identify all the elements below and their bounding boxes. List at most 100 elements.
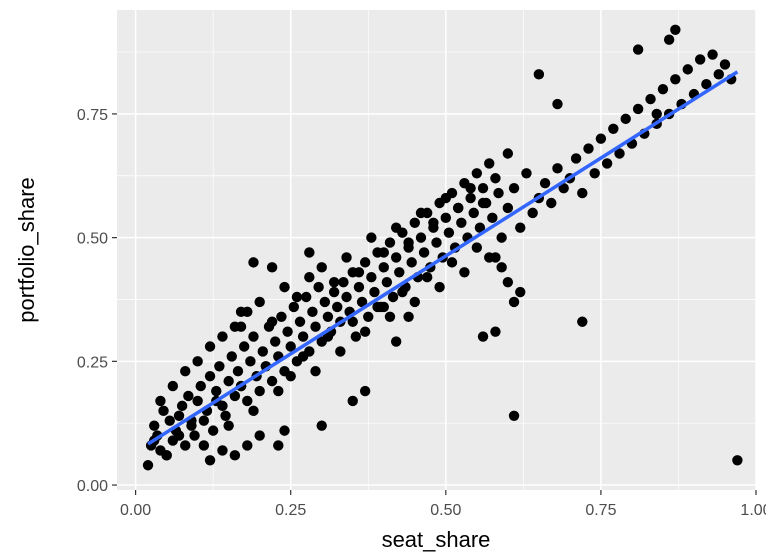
- data-point: [496, 262, 507, 273]
- data-point: [369, 286, 380, 298]
- data-point: [527, 207, 538, 219]
- data-point: [477, 182, 489, 194]
- data-point: [235, 306, 247, 318]
- data-point: [539, 177, 551, 189]
- data-point: [294, 316, 306, 327]
- data-point: [353, 281, 365, 293]
- data-point: [701, 79, 712, 90]
- data-point: [595, 133, 607, 144]
- data-point: [620, 113, 631, 125]
- data-point: [406, 257, 417, 268]
- data-point: [558, 182, 569, 194]
- data-point: [713, 69, 724, 80]
- data-point: [279, 281, 290, 293]
- data-point: [347, 316, 358, 327]
- data-point: [493, 187, 504, 199]
- data-point: [204, 455, 216, 466]
- data-point: [322, 311, 334, 323]
- data-point: [254, 430, 265, 441]
- grid-minor: [117, 10, 756, 490]
- data-point: [155, 395, 166, 407]
- data-point: [552, 163, 563, 174]
- data-point: [502, 202, 514, 214]
- data-point: [161, 450, 172, 461]
- data-point: [282, 326, 293, 337]
- data-point: [415, 232, 427, 243]
- data-point: [288, 301, 300, 313]
- data-point: [180, 366, 191, 377]
- data-point: [158, 405, 169, 417]
- data-point: [378, 247, 389, 258]
- data-point: [577, 316, 588, 327]
- data-point: [192, 395, 203, 407]
- data-point: [257, 346, 268, 357]
- data-point: [421, 272, 433, 283]
- data-point: [285, 341, 296, 352]
- data-point: [663, 34, 675, 45]
- data-point: [180, 440, 191, 451]
- data-point: [254, 385, 265, 397]
- data-point: [338, 276, 349, 288]
- data-point: [310, 321, 321, 332]
- data-point: [577, 187, 588, 199]
- axis-ticks: [112, 113, 757, 495]
- data-point: [266, 316, 278, 327]
- data-point: [167, 380, 179, 392]
- data-point: [471, 242, 483, 253]
- y-tick-labels: 0.00 0.25 0.50 0.75: [77, 107, 108, 495]
- data-point: [490, 326, 501, 337]
- data-point: [465, 182, 476, 194]
- data-point: [266, 262, 278, 273]
- data-point: [403, 311, 414, 323]
- data-point: [189, 430, 200, 441]
- data-point: [732, 455, 743, 466]
- data-point: [446, 257, 458, 268]
- data-point: [366, 232, 377, 243]
- data-point: [632, 103, 644, 115]
- data-point: [384, 237, 396, 248]
- data-point: [310, 366, 321, 377]
- data-point: [198, 415, 210, 426]
- data-point: [248, 257, 259, 268]
- data-point: [474, 222, 486, 233]
- data-point: [366, 272, 377, 283]
- data-point: [353, 267, 365, 278]
- data-point: [390, 336, 402, 347]
- y-tick-label: 0.00: [77, 478, 108, 495]
- data-point: [515, 222, 526, 233]
- data-point: [670, 24, 681, 35]
- data-point: [217, 331, 228, 342]
- data-point: [183, 390, 194, 402]
- data-point: [316, 262, 327, 273]
- data-point: [533, 69, 545, 80]
- data-point: [453, 202, 464, 214]
- data-point: [242, 395, 253, 407]
- data-point: [173, 410, 185, 421]
- x-tick-label: 0.25: [275, 502, 306, 519]
- data-point: [285, 370, 296, 382]
- data-point: [335, 346, 346, 357]
- data-point: [632, 44, 644, 55]
- data-point: [207, 425, 219, 436]
- data-point: [359, 326, 371, 337]
- data-point: [465, 192, 476, 204]
- data-point: [363, 311, 374, 323]
- data-point: [508, 182, 520, 194]
- data-point: [496, 232, 507, 243]
- data-point: [229, 390, 241, 402]
- data-point: [707, 49, 718, 60]
- data-point: [176, 400, 188, 412]
- data-point: [328, 286, 340, 298]
- data-point: [552, 98, 563, 110]
- data-point: [670, 74, 681, 85]
- data-point: [297, 331, 309, 342]
- data-point: [276, 311, 287, 323]
- data-point: [341, 291, 352, 303]
- data-point: [409, 296, 420, 308]
- data-point: [195, 380, 206, 392]
- data-point: [232, 366, 244, 377]
- data-point: [570, 153, 582, 164]
- data-point: [471, 168, 483, 179]
- data-point: [316, 420, 327, 431]
- data-point: [378, 301, 389, 313]
